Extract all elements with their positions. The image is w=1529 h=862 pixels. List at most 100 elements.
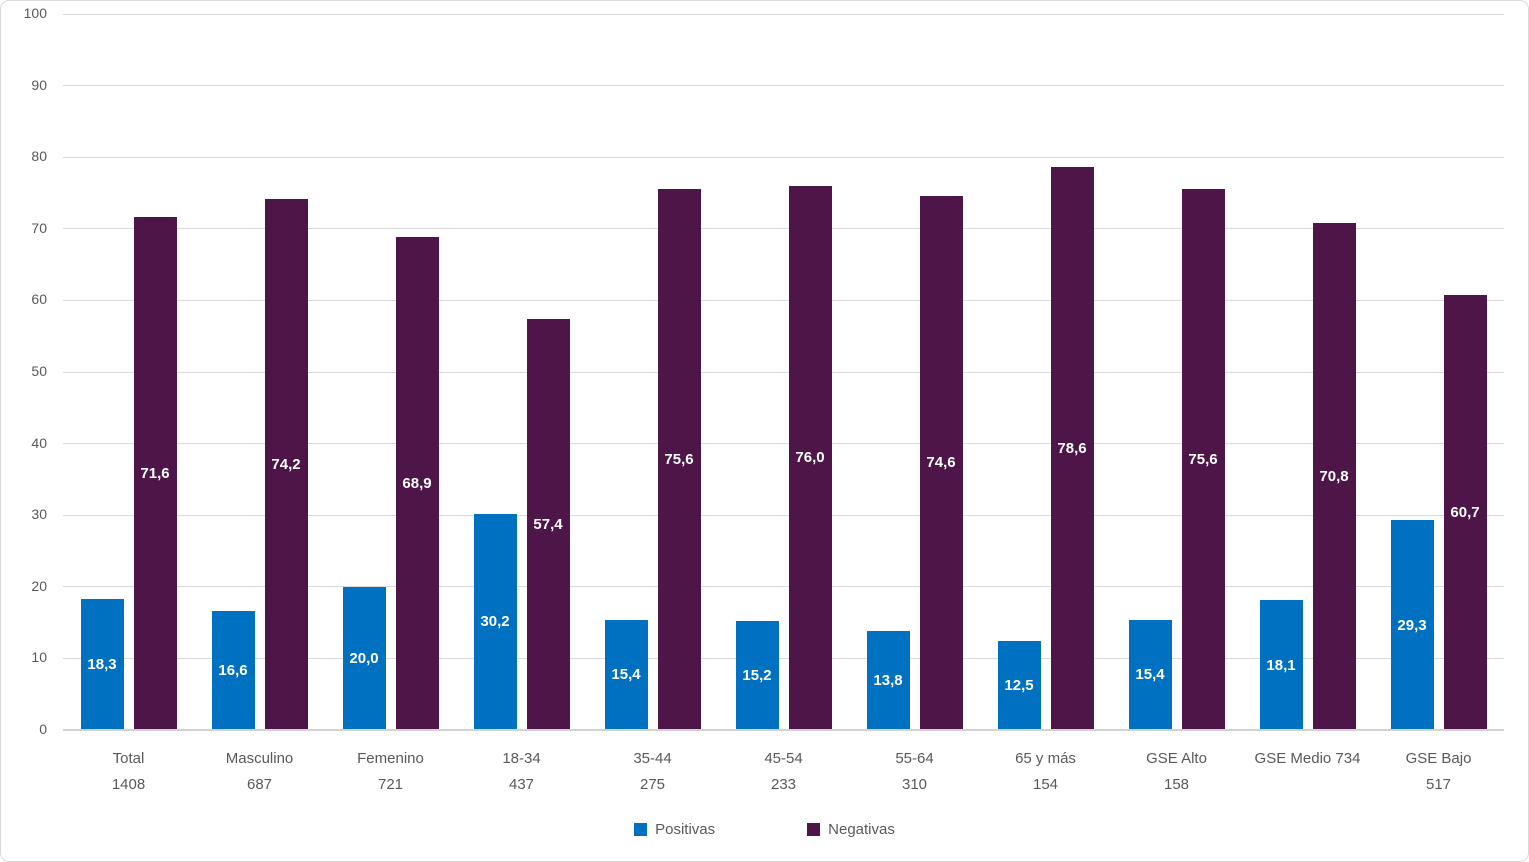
legend-label: Negativas bbox=[828, 821, 895, 838]
category-label-line: 55-64 bbox=[895, 750, 934, 767]
gridline-100 bbox=[63, 13, 1504, 15]
bar-value-label: 15,4 bbox=[1135, 666, 1165, 684]
category-label: 45-54 233 bbox=[718, 746, 849, 798]
gridline-30 bbox=[63, 514, 1504, 516]
gridline-20 bbox=[63, 586, 1504, 588]
bar-group-18-34: 30,2 57,4 bbox=[456, 16, 587, 730]
gridline-40 bbox=[63, 443, 1504, 445]
bar-value-label: 78,6 bbox=[1057, 440, 1087, 458]
bar-positivas-6: 13,8 bbox=[866, 631, 910, 730]
category-label-line: 35-44 bbox=[633, 750, 672, 767]
category-label-line: 154 bbox=[1032, 776, 1059, 793]
bar-positivas-0: 18,3 bbox=[80, 598, 124, 730]
y-tick-label-40: 40 bbox=[31, 434, 47, 451]
bar-positivas-9: 18,1 bbox=[1259, 600, 1303, 730]
bar-value-label: 29,3 bbox=[1397, 616, 1427, 634]
bar-group-35-44: 15,4 75,6 bbox=[587, 16, 718, 730]
bar-value-label: 70,8 bbox=[1319, 468, 1349, 486]
bar-value-label: 57,4 bbox=[533, 516, 563, 534]
bar-value-label: 15,2 bbox=[742, 667, 772, 685]
bar-negativas-1: 74,2 bbox=[264, 198, 308, 730]
bar-value-label: 18,1 bbox=[1266, 656, 1296, 674]
legend: Positivas Negativas bbox=[1, 821, 1528, 838]
category-label-line: 687 bbox=[246, 776, 273, 793]
y-tick-label-30: 30 bbox=[31, 506, 47, 523]
bar-negativas-2: 68,9 bbox=[395, 236, 439, 730]
category-label: GSE Medio 734 bbox=[1242, 746, 1373, 798]
y-tick-label-70: 70 bbox=[31, 219, 47, 236]
bar-value-label: 75,6 bbox=[664, 450, 694, 468]
gridline-80 bbox=[63, 156, 1504, 158]
y-tick-label-10: 10 bbox=[31, 649, 47, 666]
bar-value-label: 75,6 bbox=[1188, 450, 1218, 468]
category-label: Masculino 687 bbox=[194, 746, 325, 798]
legend-label: Positivas bbox=[655, 821, 716, 838]
category-label: 55-64 310 bbox=[849, 746, 980, 798]
bar-positivas-5: 15,2 bbox=[735, 621, 779, 730]
y-axis: 0 10 20 30 40 50 60 70 80 90 100 bbox=[1, 5, 49, 737]
y-tick-label-100: 100 bbox=[23, 5, 47, 21]
bar-group-65 y más: 12,5 78,6 bbox=[980, 16, 1111, 730]
category-label-line: 45-54 bbox=[764, 750, 803, 767]
bar-negativas-4: 75,6 bbox=[657, 188, 701, 730]
gridline-70 bbox=[63, 228, 1504, 230]
legend-item-positivas: Positivas bbox=[634, 821, 715, 838]
bar-value-label: 60,7 bbox=[1450, 504, 1480, 522]
category-label-line: 275 bbox=[639, 776, 666, 793]
legend-swatch-icon bbox=[634, 823, 648, 836]
bar-positivas-8: 15,4 bbox=[1128, 619, 1172, 730]
bar-value-label: 16,6 bbox=[218, 662, 248, 680]
category-label-line: 310 bbox=[901, 776, 928, 793]
x-axis-line bbox=[63, 729, 1504, 731]
gridline-60 bbox=[63, 299, 1504, 301]
category-label: Total 1408 bbox=[63, 746, 194, 798]
category-label-line: 1408 bbox=[111, 776, 146, 793]
y-tick-label-20: 20 bbox=[31, 577, 47, 594]
bar-group-Femenino: 20,0 68,9 bbox=[325, 16, 456, 730]
bar-negativas-5: 76,0 bbox=[788, 185, 832, 730]
bar-positivas-3: 30,2 bbox=[473, 513, 517, 730]
bar-value-label: 15,4 bbox=[611, 666, 641, 684]
bar-value-label: 74,2 bbox=[271, 455, 301, 473]
y-tick-label-50: 50 bbox=[31, 363, 47, 379]
bar-value-label: 68,9 bbox=[402, 474, 432, 492]
bar-positivas-7: 12,5 bbox=[997, 640, 1041, 730]
bar-negativas-9: 70,8 bbox=[1312, 223, 1356, 730]
bar-positivas-10: 29,3 bbox=[1390, 520, 1434, 730]
legend-item-negativas: Negativas bbox=[807, 821, 895, 838]
bar-group-GSE Bajo: 29,3 60,7 bbox=[1373, 16, 1504, 730]
bar-value-label: 13,8 bbox=[873, 672, 903, 690]
category-label-line: 18-34 bbox=[502, 750, 541, 767]
bar-negativas-10: 60,7 bbox=[1443, 295, 1487, 730]
y-tick-label-90: 90 bbox=[31, 76, 47, 93]
gridline-10 bbox=[63, 657, 1504, 659]
category-label-line: 437 bbox=[508, 776, 535, 793]
category-label-line: Masculino bbox=[225, 750, 294, 767]
bar-positivas-4: 15,4 bbox=[604, 619, 648, 730]
category-label: Femenino 721 bbox=[325, 746, 456, 798]
bar-groups: 18,3 71,6 16,6 74,2 20,0 68,9 30,2 57,4 15,4 75,6… bbox=[63, 16, 1504, 730]
bar-group-55-64: 13,8 74,6 bbox=[849, 16, 980, 730]
bar-negativas-7: 78,6 bbox=[1050, 167, 1094, 730]
bar-value-label: 74,6 bbox=[926, 454, 956, 472]
category-labels: Total 1408 Masculino 687 Femenino 721 18-34 437… bbox=[63, 746, 1504, 798]
category-label: 18-34 437 bbox=[456, 746, 587, 798]
category-label-line: 65 y más bbox=[1015, 750, 1076, 767]
bar-negativas-0: 71,6 bbox=[133, 217, 177, 730]
category-label-line: 517 bbox=[1425, 776, 1452, 793]
category-label-line: GSE Alto bbox=[1146, 750, 1207, 767]
legend-swatch-icon bbox=[807, 823, 821, 836]
bar-group-GSE Medio 734: 18,1 70,8 bbox=[1242, 16, 1373, 730]
category-label-line: Total bbox=[112, 750, 145, 767]
category-label: 65 y más 154 bbox=[980, 746, 1111, 798]
category-label: GSE Alto 158 bbox=[1111, 746, 1242, 798]
bar-value-label: 76,0 bbox=[795, 449, 825, 467]
bar-value-label: 18,3 bbox=[87, 655, 117, 673]
y-tick-label-60: 60 bbox=[31, 291, 47, 308]
bar-group-GSE Alto: 15,4 75,6 bbox=[1111, 16, 1242, 730]
category-label: GSE Bajo 517 bbox=[1373, 746, 1504, 798]
category-label: 35-44 275 bbox=[587, 746, 718, 798]
category-label-line: 721 bbox=[377, 776, 404, 793]
bar-group-Masculino: 16,6 74,2 bbox=[194, 16, 325, 730]
